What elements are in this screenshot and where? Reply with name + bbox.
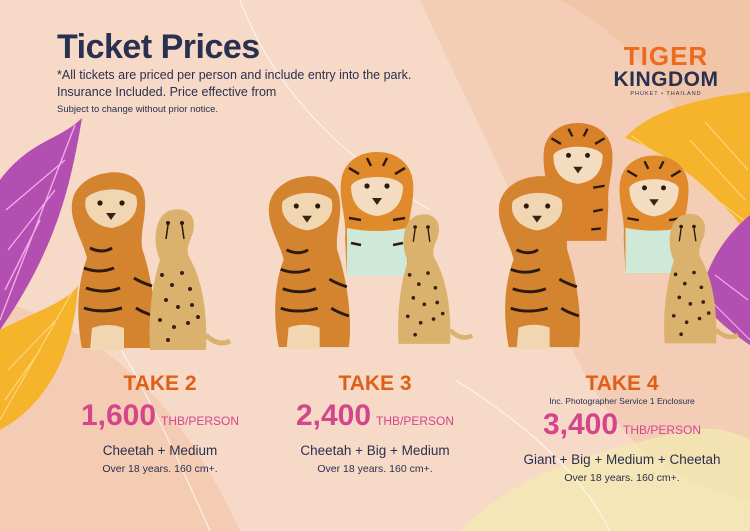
- price-amount: 1,600: [80, 399, 157, 432]
- price-amount: 3,400: [542, 408, 619, 441]
- price-unit: THB/PERSON: [376, 414, 455, 428]
- package-title: TAKE 3: [338, 372, 412, 395]
- package-price-row: 1,600 THB/PERSON: [50, 398, 270, 439]
- pricing-note: *All tickets are priced per person and i…: [57, 68, 412, 82]
- package-take-2: TAKE 2 1,600 THB/PERSON Cheetah + Medium …: [50, 372, 270, 475]
- yellow-leaf-right: [625, 92, 750, 235]
- animal-combo: Cheetah + Big + Medium: [300, 443, 450, 458]
- logo-line-tiger: TIGER: [623, 41, 709, 71]
- price-unit: THB/PERSON: [623, 423, 702, 437]
- package-price-row: 2,400 THB/PERSON: [265, 398, 485, 439]
- cheetah-icon: [664, 213, 740, 344]
- cheetah-icon: [398, 214, 474, 344]
- logo-line-location: PHUKET • THAILAND: [630, 91, 702, 97]
- tiger-kingdom-logo: TIGER KINGDOM PHUKET • THAILAND: [612, 43, 720, 97]
- package-take-3: TAKE 3 2,400 THB/PERSON Cheetah + Big + M…: [265, 372, 485, 475]
- medium-tiger-icon: [268, 176, 351, 350]
- package-includes: Inc. Photographer Service 1 Enclosure: [549, 396, 695, 406]
- package-price-row: 3,400 THB/PERSON: [512, 407, 732, 448]
- package-title: TAKE 4: [585, 372, 659, 395]
- purple-leaf-left: [0, 118, 82, 330]
- cheetah-icon: [149, 209, 232, 350]
- medium-tiger-icon: [498, 176, 581, 350]
- package-title: TAKE 2: [123, 372, 197, 395]
- yellow-leaf-left: [0, 285, 78, 430]
- price-unit: THB/PERSON: [161, 414, 240, 428]
- package-take-4: TAKE 4 Inc. Photographer Service 1 Enclo…: [512, 372, 732, 484]
- age-requirement: Over 18 years. 160 cm+.: [102, 463, 218, 475]
- animal-combo: Cheetah + Medium: [102, 443, 218, 458]
- page-title: Ticket Prices: [57, 28, 260, 66]
- logo-line-kingdom: KINGDOM: [613, 68, 719, 91]
- disclaimer-note: Subject to change without prior notice.: [57, 104, 219, 115]
- age-requirement: Over 18 years. 160 cm+.: [317, 463, 433, 475]
- big-tiger-icon: [340, 152, 414, 276]
- insurance-note: Insurance Included. Price effective from: [57, 85, 277, 99]
- animal-combo: Giant + Big + Medium + Cheetah: [523, 452, 721, 467]
- age-requirement: Over 18 years. 160 cm+.: [564, 472, 680, 484]
- medium-tiger-icon: [71, 172, 156, 350]
- price-amount: 2,400: [295, 399, 372, 432]
